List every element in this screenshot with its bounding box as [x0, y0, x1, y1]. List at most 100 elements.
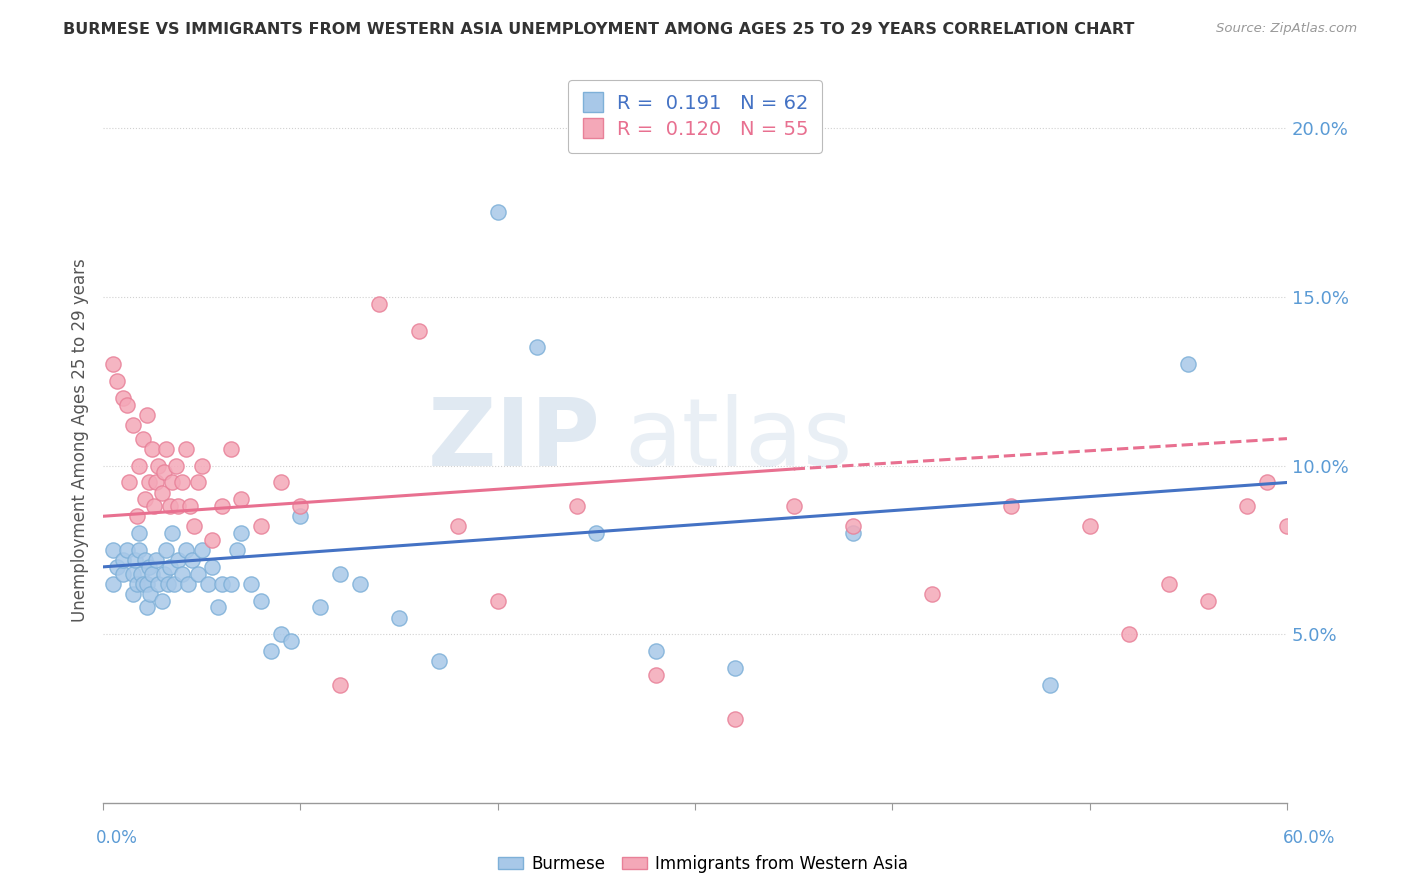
Point	[153, 566, 176, 581]
Point	[565, 499, 588, 513]
Point	[842, 519, 865, 533]
Point	[179, 499, 201, 513]
Point	[447, 519, 470, 533]
Point	[155, 543, 177, 558]
Point	[125, 576, 148, 591]
Point	[131, 432, 153, 446]
Point	[526, 341, 548, 355]
Point	[280, 634, 302, 648]
Point	[157, 576, 180, 591]
Point	[143, 499, 166, 513]
Point	[141, 442, 163, 456]
Point	[201, 533, 224, 547]
Point	[388, 610, 411, 624]
Point	[121, 418, 143, 433]
Point	[101, 576, 124, 591]
Point	[160, 526, 183, 541]
Point	[150, 593, 173, 607]
Point	[191, 458, 214, 473]
Point	[139, 587, 162, 601]
Point	[105, 374, 128, 388]
Point	[290, 509, 312, 524]
Point	[174, 543, 197, 558]
Point	[160, 475, 183, 490]
Point	[170, 566, 193, 581]
Point	[1157, 576, 1180, 591]
Point	[148, 458, 170, 473]
Text: Source: ZipAtlas.com: Source: ZipAtlas.com	[1216, 22, 1357, 36]
Point	[101, 357, 124, 371]
Point	[723, 661, 745, 675]
Point	[1197, 593, 1219, 607]
Legend: R =  0.191   N = 62, R =  0.120   N = 55: R = 0.191 N = 62, R = 0.120 N = 55	[568, 80, 823, 153]
Point	[105, 560, 128, 574]
Text: 0.0%: 0.0%	[96, 829, 138, 847]
Point	[128, 543, 150, 558]
Point	[167, 499, 190, 513]
Point	[231, 492, 253, 507]
Point	[159, 560, 181, 574]
Point	[1177, 357, 1199, 371]
Point	[260, 644, 283, 658]
Point	[138, 560, 160, 574]
Point	[177, 576, 200, 591]
Point	[329, 678, 352, 692]
Point	[155, 442, 177, 456]
Point	[135, 576, 157, 591]
Point	[145, 475, 167, 490]
Point	[842, 526, 865, 541]
Point	[240, 576, 263, 591]
Point	[1118, 627, 1140, 641]
Point	[180, 553, 202, 567]
Point	[783, 499, 806, 513]
Point	[1039, 678, 1062, 692]
Point	[183, 519, 205, 533]
Point	[408, 324, 430, 338]
Point	[115, 543, 138, 558]
Point	[111, 566, 134, 581]
Point	[111, 391, 134, 405]
Point	[111, 553, 134, 567]
Point	[138, 475, 160, 490]
Point	[118, 475, 141, 490]
Point	[211, 499, 233, 513]
Point	[349, 576, 371, 591]
Point	[270, 475, 292, 490]
Point	[124, 553, 146, 567]
Point	[153, 466, 176, 480]
Point	[128, 526, 150, 541]
Point	[250, 593, 273, 607]
Point	[201, 560, 224, 574]
Point	[135, 600, 157, 615]
Point	[723, 712, 745, 726]
Point	[163, 576, 186, 591]
Point	[1236, 499, 1258, 513]
Text: 60.0%: 60.0%	[1284, 829, 1336, 847]
Point	[250, 519, 273, 533]
Point	[486, 205, 509, 219]
Point	[121, 566, 143, 581]
Point	[486, 593, 509, 607]
Point	[115, 398, 138, 412]
Legend: Burmese, Immigrants from Western Asia: Burmese, Immigrants from Western Asia	[491, 848, 915, 880]
Point	[121, 587, 143, 601]
Point	[644, 644, 666, 658]
Point	[207, 600, 229, 615]
Point	[221, 576, 243, 591]
Point	[270, 627, 292, 641]
Point	[187, 475, 209, 490]
Point	[150, 485, 173, 500]
Point	[921, 587, 943, 601]
Point	[128, 458, 150, 473]
Text: ZIP: ZIP	[427, 394, 600, 486]
Point	[197, 576, 219, 591]
Point	[174, 442, 197, 456]
Point	[226, 543, 249, 558]
Point	[211, 576, 233, 591]
Point	[309, 600, 332, 615]
Point	[187, 566, 209, 581]
Point	[125, 509, 148, 524]
Point	[191, 543, 214, 558]
Point	[1275, 519, 1298, 533]
Point	[145, 553, 167, 567]
